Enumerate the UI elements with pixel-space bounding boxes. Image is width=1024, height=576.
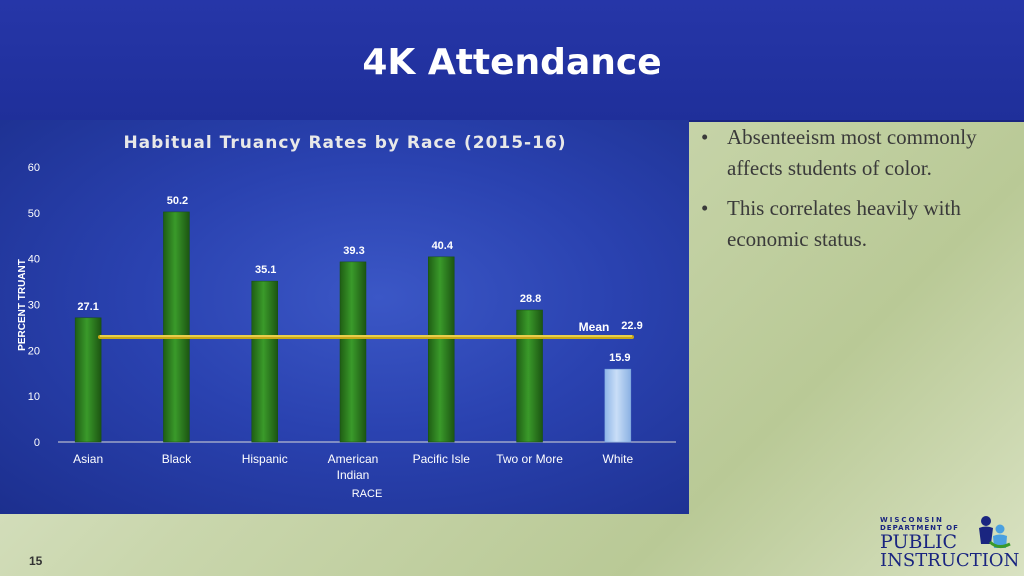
y-tick-label: 20 — [28, 345, 40, 357]
y-tick-label: 30 — [28, 300, 40, 312]
y-tick-label: 0 — [34, 437, 40, 449]
x-tick-label: Pacific Isle — [413, 452, 471, 466]
bullet-text: Absenteeism most commonly affects studen… — [727, 125, 977, 180]
bar-data-label: 50.2 — [167, 195, 188, 207]
logo-text-wisconsin: WISCONSIN — [880, 516, 944, 524]
y-ticks: 0 10 20 30 40 50 60 — [28, 162, 40, 449]
bar-data-label: 39.3 — [343, 245, 364, 257]
bullet-list: • Absenteeism most commonly affects stud… — [697, 122, 1017, 264]
y-tick-label: 50 — [28, 208, 40, 220]
x-ticks: Asian Black Hispanic American Indian Pacific … — [73, 452, 633, 482]
bar-labels: 27.1 50.2 35.1 39.3 40.4 28.8 15.9 — [77, 195, 630, 364]
bar — [74, 317, 102, 443]
bar — [251, 280, 278, 443]
bullet-text: This correlates heavily with economic st… — [727, 196, 961, 251]
bar-chart: Habitual Truancy Rates by Race (2015-16)… — [17, 133, 676, 500]
chart-title: Habitual Truancy Rates by Race (2015-16) — [123, 133, 566, 153]
bar-data-label: 28.8 — [520, 293, 541, 305]
y-tick-label: 10 — [28, 391, 40, 403]
x-tick-label: Black — [162, 452, 192, 466]
y-tick-label: 60 — [28, 162, 40, 174]
logo-text-department: DEPARTMENT OF — [880, 524, 959, 532]
bar — [516, 309, 543, 443]
slide-title: 4K Attendance — [362, 42, 662, 83]
bullet-item-2: • This correlates heavily with economic … — [697, 193, 1017, 255]
mean-value-label: 22.9 — [621, 320, 642, 332]
x-tick-label: Hispanic — [242, 452, 288, 466]
mean-label: Mean — [579, 320, 610, 334]
bar-data-label: 27.1 — [77, 301, 98, 313]
bar-data-label: 15.9 — [609, 352, 630, 364]
dpi-logo: WISCONSIN DEPARTMENT OF PUBLIC INSTRUCTI… — [880, 512, 1019, 574]
x-tick-label: American — [328, 452, 379, 466]
bars — [74, 211, 632, 443]
chart-panel: Habitual Truancy Rates by Race (2015-16)… — [0, 120, 689, 514]
bar — [428, 256, 455, 443]
title-bar: 4K Attendance — [0, 0, 1024, 122]
bar — [339, 261, 367, 443]
logo-figures-icon — [979, 516, 1011, 549]
mean-line-group: Mean 22.9 — [98, 320, 643, 340]
x-tick-label: Asian — [73, 452, 103, 466]
x-tick-label: Indian — [337, 468, 370, 482]
bar — [604, 368, 632, 443]
x-tick-label: Two or More — [496, 452, 563, 466]
x-tick-label: White — [603, 452, 634, 466]
y-tick-label: 40 — [28, 254, 40, 266]
x-axis-label: RACE — [352, 488, 383, 500]
bar-data-label: 35.1 — [255, 264, 276, 276]
bullet-marker: • — [701, 196, 709, 220]
page-number: 15 — [29, 554, 43, 568]
logo-text-public: PUBLIC — [880, 531, 958, 553]
bullet-marker: • — [701, 125, 709, 149]
bar-data-label: 40.4 — [432, 240, 454, 252]
bar — [163, 211, 190, 443]
bullet-item-1: • Absenteeism most commonly affects stud… — [697, 122, 1017, 184]
y-axis-label: PERCENT TRUANT — [17, 259, 28, 351]
logo-text-instruction: INSTRUCTION — [880, 550, 1020, 571]
